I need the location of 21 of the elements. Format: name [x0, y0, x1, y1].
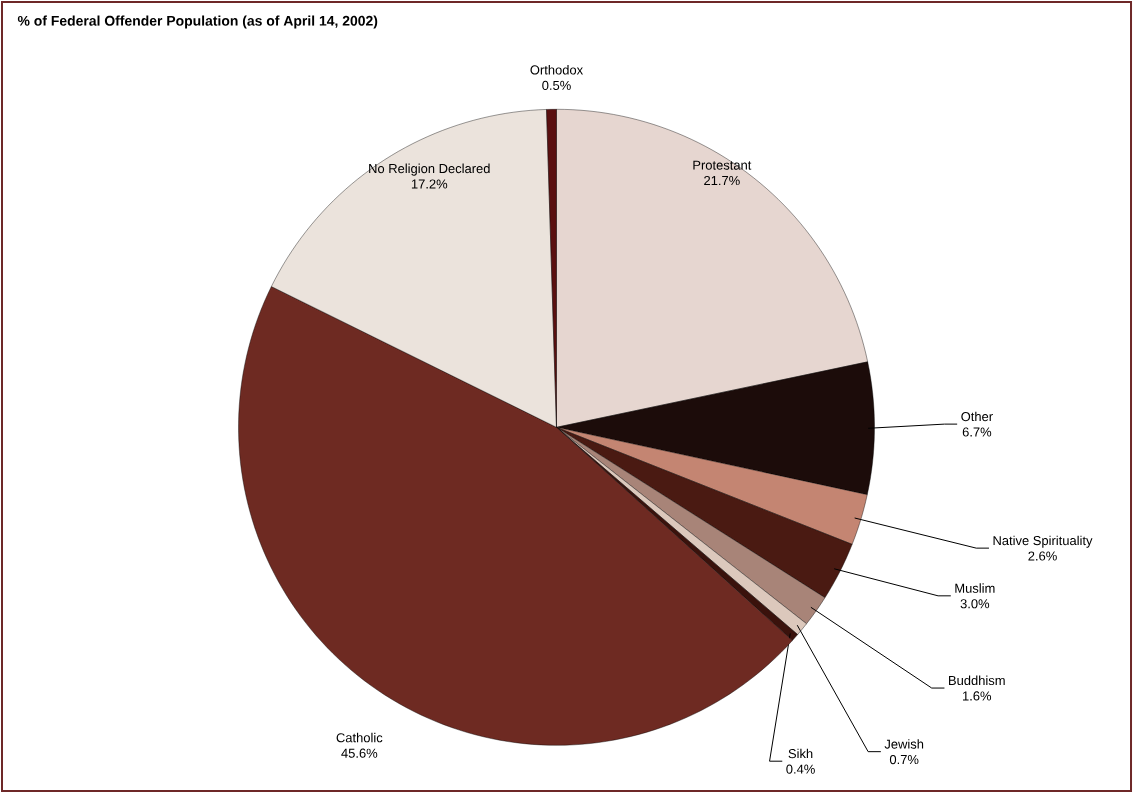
data-label: 2.6%	[1028, 551, 1057, 561]
data-label: 3.0%	[960, 599, 990, 609]
slice-label: Sikh	[788, 748, 813, 759]
slice-label: Other	[961, 411, 993, 422]
data-label: 0.7%	[889, 754, 919, 765]
slice-label: Protestant	[693, 160, 752, 170]
slice-label: Native Spirituality	[993, 535, 1093, 548]
slice-label: Jewish	[884, 739, 924, 749]
slice-label: Buddhism	[949, 675, 1005, 686]
data-label: 17.2%	[411, 179, 448, 189]
data-label: 45.6%	[341, 748, 378, 758]
chart-title: % of Federal Offender Population (as of April 14, 2002)	[17, 15, 378, 29]
data-label: 0.4%	[786, 764, 815, 774]
slice-label: Orthodox	[530, 65, 583, 75]
slice-label: Catholic	[336, 732, 383, 743]
data-label: 21.7%	[704, 175, 740, 186]
data-label: 1.6%	[962, 691, 992, 701]
data-label: 6.7%	[962, 427, 992, 437]
slice-label: No Religion Declared	[369, 163, 490, 176]
data-label: 0.5%	[542, 80, 571, 90]
slice-label: Muslim	[955, 583, 995, 593]
